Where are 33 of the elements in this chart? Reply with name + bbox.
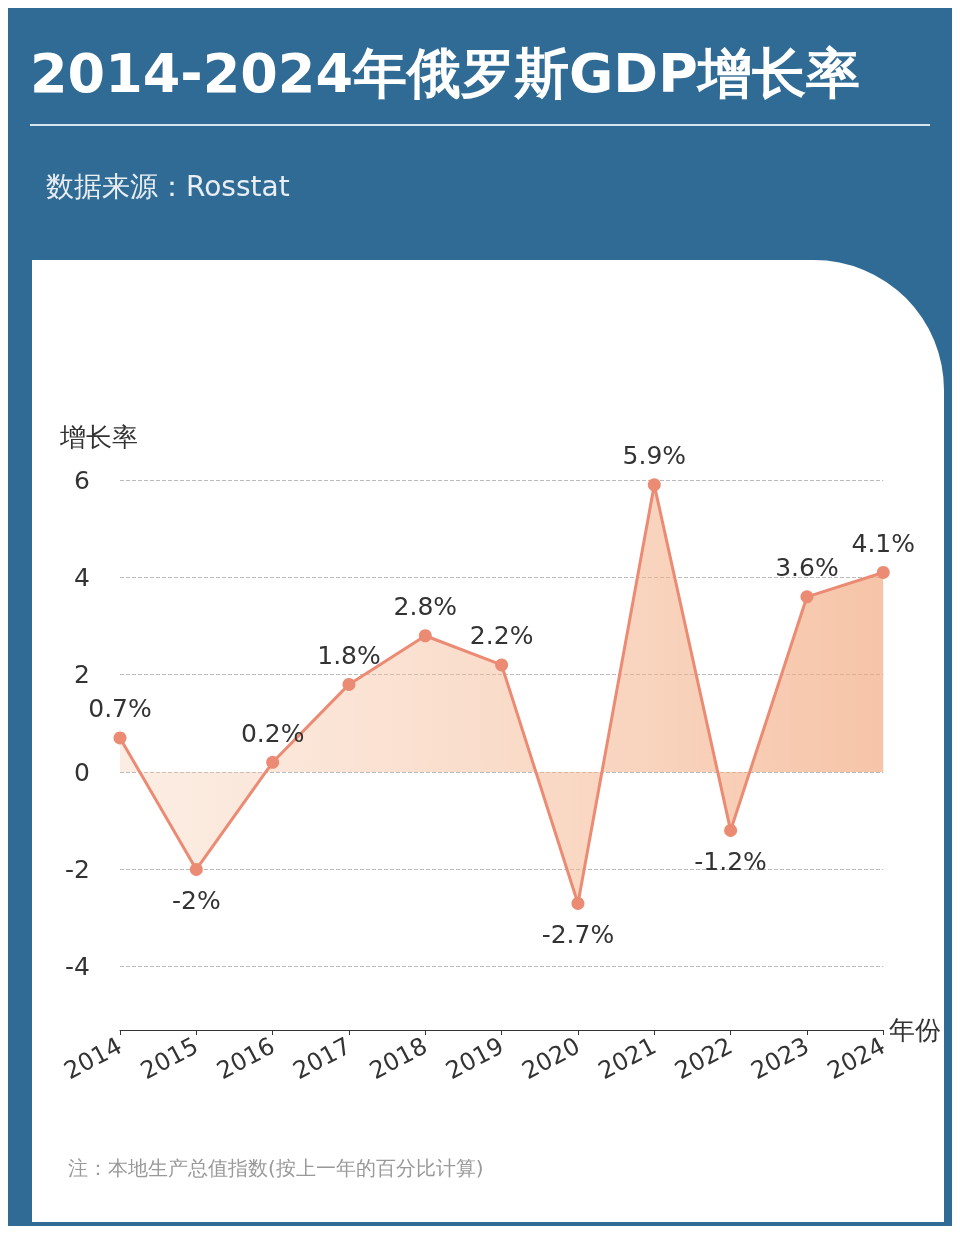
data-label: -2% [171,885,221,915]
y-tick-label: 6 [74,465,90,495]
point [266,755,280,769]
point [647,478,661,492]
y-tick-label: 4 [74,562,90,592]
data-label: 5.9% [622,441,687,471]
source-note: 数据来源：Rosstat [46,169,290,205]
data-label: 0.2% [240,718,305,748]
point [418,629,432,643]
y-axis-title: 增长率 [59,422,138,452]
y-tick-label: 0 [74,757,90,787]
y-tick-label: -2 [65,854,90,884]
point [342,677,356,691]
data-label: 4.1% [851,528,916,558]
point [189,862,203,876]
point [724,823,738,837]
data-label: 2.8% [393,592,458,622]
data-label: 2.2% [469,621,534,651]
point [876,565,890,579]
data-label: -1.2% [694,846,767,876]
point [495,658,509,672]
data-label: 0.7% [88,694,152,724]
point [113,731,127,745]
chart-title: 2014-2024年俄罗斯GDP增长率 [30,41,860,107]
point [800,590,814,604]
y-tick-label: 2 [74,660,90,690]
data-label: 3.6% [775,553,839,583]
y-tick-label: -4 [65,952,90,982]
data-label: -2.7% [541,919,615,949]
data-label: 1.8% [317,640,381,670]
point [571,896,585,910]
text: 注：本地生产总值指数(按上一年的百分比计算) [68,1155,484,1182]
x-axis-title: 年份 [889,1015,941,1045]
